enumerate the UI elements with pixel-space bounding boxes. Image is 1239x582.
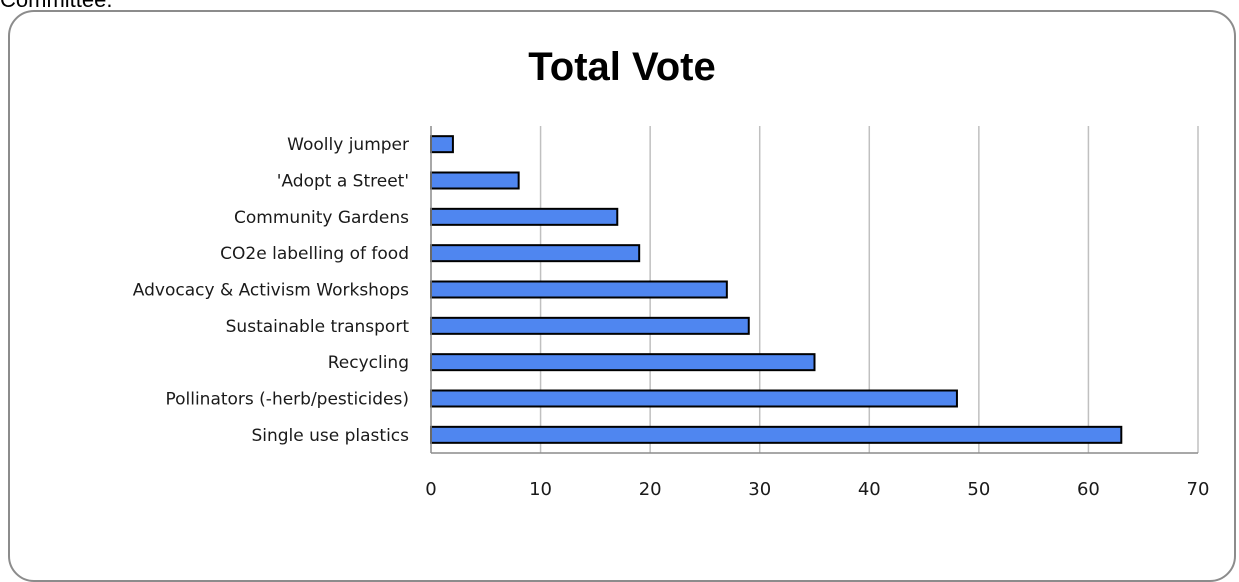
bar-9 <box>430 425 1123 444</box>
category-label-8: Pollinators (-herb/pesticides) <box>165 390 409 410</box>
category-label-6: Sustainable transport <box>226 317 410 337</box>
bar-1 <box>430 135 454 154</box>
x-tick-label-40: 40 <box>858 479 881 500</box>
category-label-3: Community Gardens <box>234 208 409 228</box>
category-label-1: Woolly jumper <box>287 135 409 155</box>
category-label-5: Advocacy & Activism Workshops <box>133 281 409 301</box>
bar-3 <box>430 207 619 226</box>
x-axis-tick-labels: 0 10 20 30 40 50 60 70 <box>425 479 1209 500</box>
x-tick-label-30: 30 <box>748 479 771 500</box>
chart-title: Total Vote <box>528 45 715 89</box>
page-heading-fragment: Committee. <box>0 0 112 12</box>
bar-4 <box>430 244 641 263</box>
category-label-9: Single use plastics <box>251 426 409 446</box>
bar-5 <box>430 280 728 299</box>
category-label-7: Recycling <box>328 353 409 373</box>
x-tick-label-20: 20 <box>639 479 662 500</box>
x-tick-label-0: 0 <box>425 479 436 500</box>
bar-2 <box>430 171 520 190</box>
x-tick-label-50: 50 <box>967 479 990 500</box>
total-vote-chart: Total Vote Woolly jumper 'Adopt a Street'… <box>133 45 1210 500</box>
x-tick-label-10: 10 <box>529 479 552 500</box>
x-tick-label-60: 60 <box>1077 479 1100 500</box>
bar-7 <box>430 353 816 372</box>
x-tick-label-70: 70 <box>1187 479 1210 500</box>
category-label-4: CO2e labelling of food <box>220 244 409 264</box>
bar-8 <box>430 389 958 408</box>
bars <box>430 135 1123 444</box>
category-labels: Woolly jumper 'Adopt a Street' Community G… <box>133 135 410 446</box>
bar-6 <box>430 316 750 335</box>
category-label-2: 'Adopt a Street' <box>277 172 409 192</box>
